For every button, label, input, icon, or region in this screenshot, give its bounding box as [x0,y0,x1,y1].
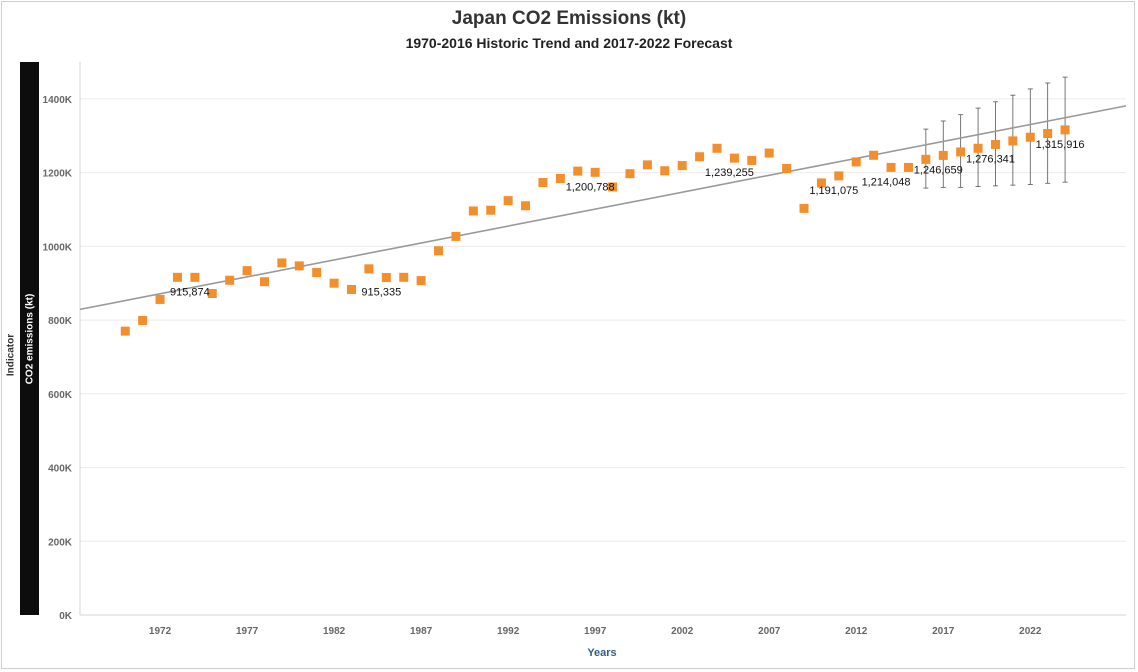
trend-line-path [79,105,1127,311]
data-point [990,139,1000,149]
data-label: 1,200,788 [566,181,615,193]
data-point [729,153,739,163]
data-point [938,150,948,160]
data-point [138,315,148,325]
y-tick-label: 400K [48,464,73,475]
data-point [712,143,722,153]
data-point [695,152,705,162]
data-point [451,231,461,241]
data-point [869,150,879,160]
x-tick-label: 1992 [497,626,520,637]
data-point [190,272,200,282]
data-point [468,206,478,216]
data-point [1043,129,1053,139]
data-point [312,268,322,278]
y-tick-label: 1400K [43,95,73,106]
x-tick-label: 2002 [671,626,694,637]
data-labels: 915,874 915,335 1,200,788 1,239,255 1,191,07… [170,139,1085,299]
trend-line [79,105,1127,311]
data-point [642,160,652,170]
chart-subtitle: 1970-2016 Historic Trend and 2017-2022 F… [405,35,733,51]
data-point [921,154,931,164]
data-point [434,246,444,256]
data-point [660,166,670,176]
data-point [573,166,583,176]
data-point [329,278,339,288]
data-point [259,277,269,287]
x-tick-label: 1982 [323,626,346,637]
x-tick-label: 2017 [932,626,955,637]
axes [79,62,1126,616]
data-label: 1,246,659 [914,164,963,176]
data-point [486,205,496,215]
data-point [799,203,809,213]
data-point [555,173,565,183]
data-point [608,182,618,192]
data-point [416,276,426,286]
data-point [242,266,252,276]
y-axis-label-bar: CO2 emissions (kt) [20,62,39,615]
data-point [294,261,304,271]
data-point [903,162,913,172]
data-label: 1,276,341 [966,153,1015,165]
data-point [521,201,531,211]
data-point [782,164,792,174]
data-point [120,326,130,336]
y-tick-label: 800K [48,316,73,327]
y-tick-label: 1000K [43,242,73,253]
gridlines [80,98,1126,542]
data-point [503,196,513,206]
data-point [816,178,826,188]
data-label: 1,315,916 [1036,139,1085,151]
data-point [956,147,966,157]
data-point [625,169,635,179]
data-point [1025,132,1035,142]
data-point [1060,125,1070,135]
data-point [1008,136,1018,146]
axis-ticks: 0K 200K 400K 600K 800K 1000K 1200K 1400K 1972 197… [43,95,1042,637]
y-tick-label: 600K [48,390,73,401]
x-tick-label: 2022 [1019,626,1042,637]
data-label: 1,191,075 [809,185,858,197]
x-tick-label: 1977 [236,626,259,637]
data-point [851,157,861,167]
x-tick-label: 2007 [758,626,781,637]
x-tick-label: 1997 [584,626,607,637]
data-point [886,162,896,172]
data-point [277,258,287,268]
data-point [347,284,357,294]
data-point [677,161,687,171]
data-point [764,148,774,158]
data-point [590,167,600,177]
x-axis-label: Years [587,647,617,659]
data-point [381,273,391,283]
x-tick-label: 1972 [149,626,172,637]
y-tick-label: 200K [48,537,73,548]
x-tick-label: 2012 [845,626,868,637]
data-label: 915,874 [170,286,210,298]
data-point [747,155,757,165]
y-tick-label: 0K [59,611,73,622]
data-label: 1,239,255 [705,167,754,179]
data-point [538,178,548,188]
x-tick-label: 1987 [410,626,433,637]
data-label: 1,214,048 [862,176,911,188]
chart-title: Japan CO2 Emissions (kt) [451,8,687,29]
data-point [207,289,217,299]
data-point [225,275,235,285]
data-label: 915,335 [361,287,401,299]
data-points [120,125,1070,336]
data-point [172,272,182,282]
data-point [364,264,374,274]
data-point [155,294,165,304]
y-tick-label: 1200K [43,169,73,180]
data-point [973,143,983,153]
data-point [834,171,844,181]
data-point [399,272,409,282]
